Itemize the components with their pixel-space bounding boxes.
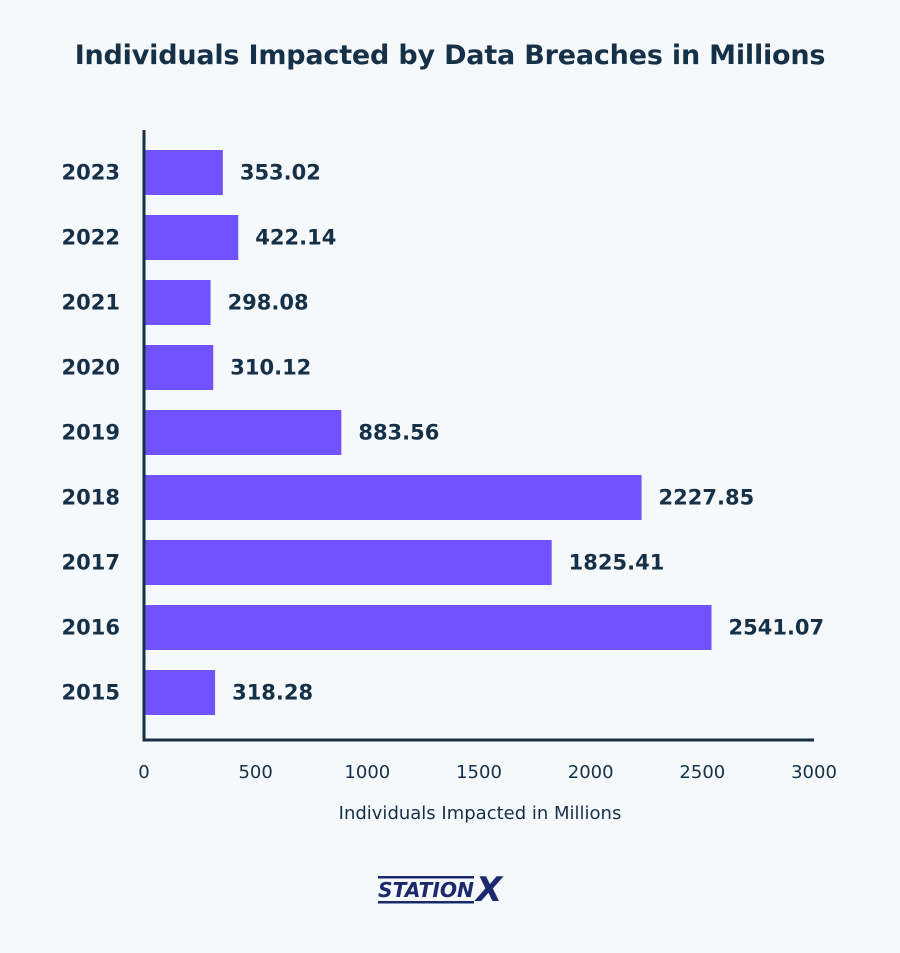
y-tick-label-2020: 2020: [62, 356, 120, 380]
value-label-2020: 310.12: [230, 356, 311, 380]
bar-2016: [144, 605, 712, 650]
value-label-2019: 883.56: [358, 421, 439, 445]
value-label-2016: 2541.07: [729, 616, 825, 640]
bar-2022: [144, 215, 239, 260]
bar-2020: [144, 345, 214, 390]
logo-bottom-rule: [378, 901, 474, 904]
logo-top-rule: [378, 876, 474, 879]
y-tick-label-2019: 2019: [62, 421, 120, 445]
bar-2019: [144, 410, 342, 455]
y-tick-label-2016: 2016: [62, 616, 120, 640]
x-tick-label-0: 0: [138, 762, 149, 783]
bars-group: [144, 150, 712, 715]
value-label-2022: 422.14: [255, 226, 336, 250]
x-axis-title: Individuals Impacted in Millions: [338, 803, 622, 824]
x-tick-label-1000: 1000: [344, 762, 390, 783]
value-label-2017: 1825.41: [569, 551, 665, 575]
y-tick-label-2022: 2022: [62, 226, 120, 250]
value-labels: 353.02 422.14 298.08 310.12 883.56 2227.85 182…: [228, 161, 825, 705]
value-label-2021: 298.08: [228, 291, 309, 315]
y-tick-label-2017: 2017: [62, 551, 120, 575]
y-tick-label-2015: 2015: [62, 681, 120, 705]
bar-2018: [144, 475, 642, 520]
x-tick-label-1500: 1500: [456, 762, 502, 783]
x-tick-label-2500: 2500: [679, 762, 725, 783]
bar-2017: [144, 540, 552, 585]
logo-text-main: STATION: [378, 878, 474, 902]
y-tick-labels: 2023 2022 2021 2020 2019 2018 2017 2016 2015: [62, 161, 120, 705]
chart-title: Individuals Impacted by Data Breaches in…: [74, 40, 826, 71]
bar-2021: [144, 280, 211, 325]
x-tick-label-500: 500: [238, 762, 272, 783]
x-tick-label-3000: 3000: [791, 762, 837, 783]
y-tick-label-2021: 2021: [62, 291, 120, 315]
x-tick-labels: 0 500 1000 1500 2000 2500 3000: [138, 762, 837, 783]
y-tick-label-2018: 2018: [62, 486, 120, 510]
x-tick-label-2000: 2000: [568, 762, 614, 783]
value-label-2023: 353.02: [240, 161, 321, 185]
value-label-2018: 2227.85: [659, 486, 755, 510]
stationx-logo: STATION X: [378, 870, 504, 910]
bar-2023: [144, 150, 223, 195]
logo-text-accent: X: [474, 870, 504, 910]
value-label-2015: 318.28: [232, 681, 313, 705]
bar-2015: [144, 670, 216, 715]
y-tick-label-2023: 2023: [62, 161, 120, 185]
